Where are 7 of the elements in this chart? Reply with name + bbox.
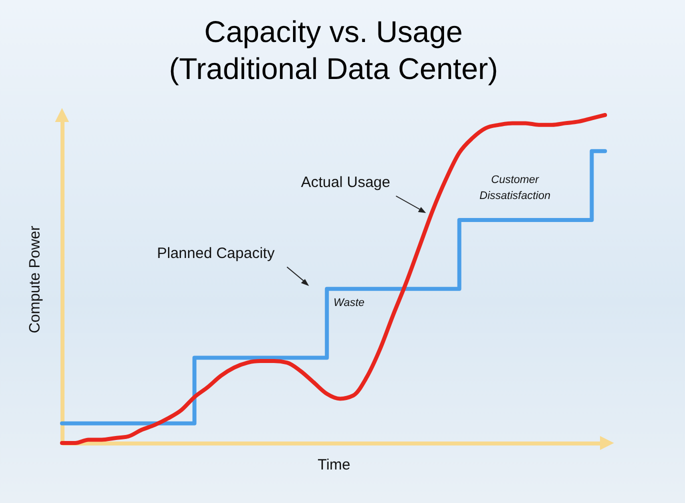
y-axis-title: Compute Power xyxy=(26,226,44,334)
x-axis-title: Time xyxy=(318,456,350,474)
annotation: Waste xyxy=(334,297,364,309)
annotation: Customer Dissatisfaction xyxy=(480,174,550,202)
chart-title: Capacity vs. Usage (Traditional Data Center) xyxy=(168,16,498,86)
annotation: Planned Capacity xyxy=(157,245,276,262)
annotation: Actual Usage xyxy=(301,174,390,191)
